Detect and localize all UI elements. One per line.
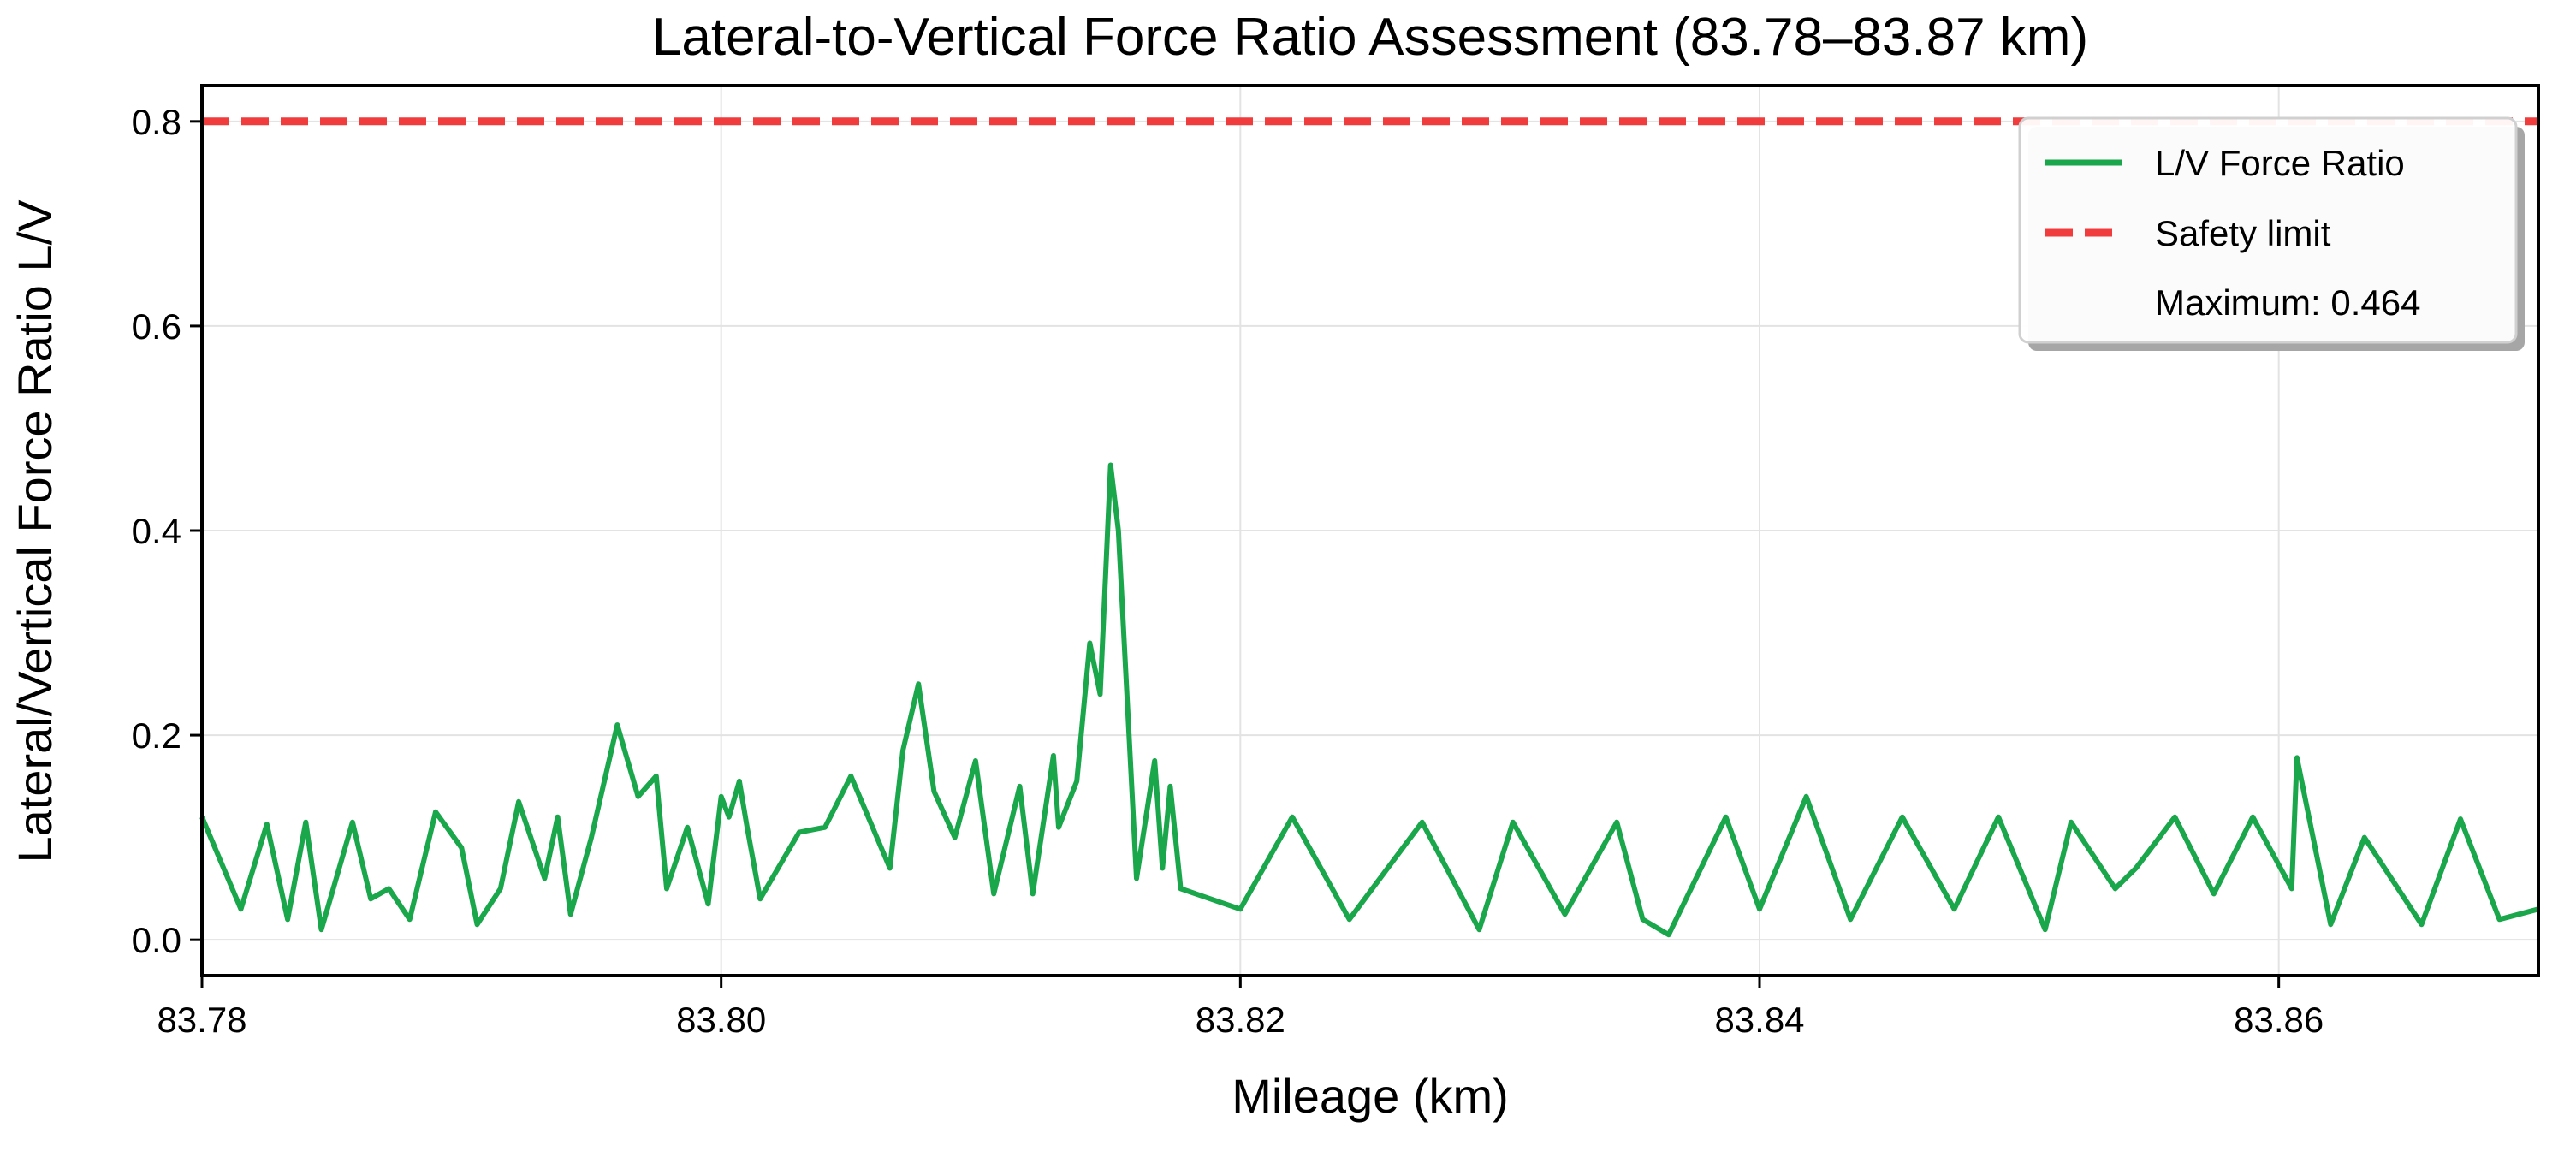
x-tick-label: 83.78 — [157, 1000, 246, 1040]
y-axis-label: Lateral/Vertical Force Ratio L/V — [8, 199, 62, 863]
legend-label-limit: Safety limit — [2155, 213, 2331, 253]
legend-label-lv: L/V Force Ratio — [2155, 143, 2405, 183]
legend: L/V Force Ratio Safety limit Maximum: 0.… — [2018, 116, 2525, 351]
y-tick-label: 0.6 — [132, 306, 181, 347]
x-tick-label: 83.80 — [676, 1000, 766, 1040]
y-tick-label: 0.4 — [132, 511, 181, 551]
y-tick-label: 0.8 — [132, 102, 181, 142]
x-tick-label: 83.84 — [1714, 1000, 1804, 1040]
y-tick-label: 0.0 — [132, 920, 181, 960]
y-tick-label: 0.2 — [132, 715, 181, 756]
lv-ratio-line — [199, 462, 2539, 938]
axis-ticks: 83.78 83.80 83.82 83.84 83.86 0.0 0.2 0.4 0.6 0.8 — [132, 102, 2324, 1040]
legend-annotation-maximum: Maximum: 0.464 — [2155, 282, 2420, 323]
x-tick-label: 83.82 — [1196, 1000, 1285, 1040]
x-axis-label: Mileage (km) — [1232, 1069, 1509, 1123]
x-tick-label: 83.86 — [2234, 1000, 2324, 1040]
chart-title: Lateral-to-Vertical Force Ratio Assessme… — [652, 8, 2088, 67]
